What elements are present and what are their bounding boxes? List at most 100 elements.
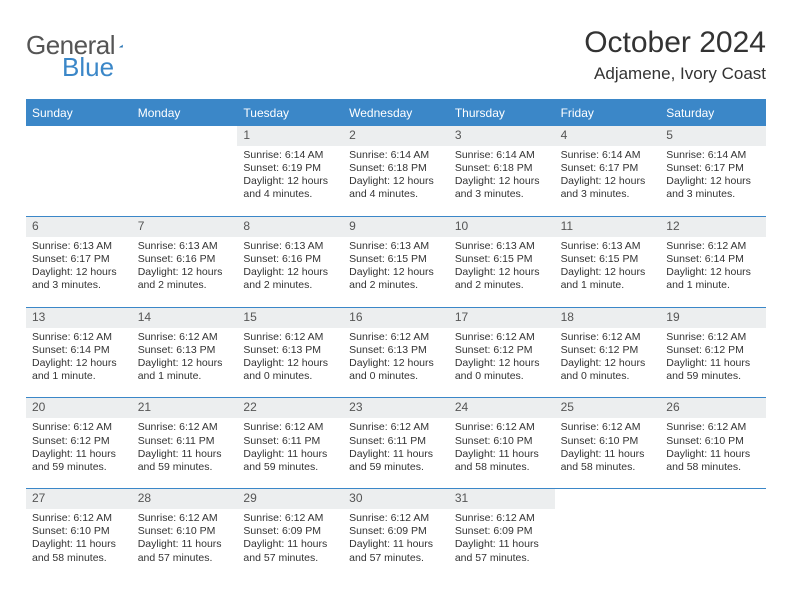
day-number: 16 [343,308,449,328]
weekday-header: Friday [555,101,661,125]
sunrise-text: Sunrise: 6:12 AM [455,512,549,525]
weekday-header: Monday [132,101,238,125]
sunrise-text: Sunrise: 6:12 AM [138,421,232,434]
weekday-header: Thursday [449,101,555,125]
sunset-text: Sunset: 6:12 PM [32,435,126,448]
sunrise-text: Sunrise: 6:12 AM [455,421,549,434]
day-body: Sunrise: 6:13 AMSunset: 6:15 PMDaylight:… [449,237,555,296]
calendar-cell: 19Sunrise: 6:12 AMSunset: 6:12 PMDayligh… [660,307,766,398]
calendar-cell: 29Sunrise: 6:12 AMSunset: 6:09 PMDayligh… [237,488,343,579]
day-number: 17 [449,308,555,328]
sunset-text: Sunset: 6:09 PM [455,525,549,538]
day-number: 11 [555,217,661,237]
calendar-cell: 26Sunrise: 6:12 AMSunset: 6:10 PMDayligh… [660,397,766,488]
sunrise-text: Sunrise: 6:14 AM [455,149,549,162]
day-number: 7 [132,217,238,237]
sunrise-text: Sunrise: 6:12 AM [349,512,443,525]
daylight-text: Daylight: 12 hours and 2 minutes. [138,266,232,292]
calendar-cell: 11Sunrise: 6:13 AMSunset: 6:15 PMDayligh… [555,216,661,307]
sunrise-text: Sunrise: 6:14 AM [666,149,760,162]
calendar-cell: 31Sunrise: 6:12 AMSunset: 6:09 PMDayligh… [449,488,555,579]
day-number: 24 [449,398,555,418]
day-number: 10 [449,217,555,237]
daylight-text: Daylight: 11 hours and 59 minutes. [138,448,232,474]
calendar-cell: 15Sunrise: 6:12 AMSunset: 6:13 PMDayligh… [237,307,343,398]
sunset-text: Sunset: 6:16 PM [138,253,232,266]
daylight-text: Daylight: 11 hours and 58 minutes. [561,448,655,474]
sunset-text: Sunset: 6:11 PM [243,435,337,448]
logo-triangle-icon [119,36,124,56]
sunset-text: Sunset: 6:09 PM [243,525,337,538]
day-body: Sunrise: 6:13 AMSunset: 6:15 PMDaylight:… [555,237,661,296]
day-number: 19 [660,308,766,328]
daylight-text: Daylight: 12 hours and 2 minutes. [455,266,549,292]
calendar-grid: SundayMondayTuesdayWednesdayThursdayFrid… [26,99,766,579]
calendar-cell: 28Sunrise: 6:12 AMSunset: 6:10 PMDayligh… [132,488,238,579]
day-body: Sunrise: 6:12 AMSunset: 6:13 PMDaylight:… [237,328,343,387]
daylight-text: Daylight: 12 hours and 4 minutes. [243,175,337,201]
sunset-text: Sunset: 6:10 PM [32,525,126,538]
sunset-text: Sunset: 6:16 PM [243,253,337,266]
daylight-text: Daylight: 12 hours and 2 minutes. [349,266,443,292]
title-block: October 2024 Adjamene, Ivory Coast [584,26,766,84]
daylight-text: Daylight: 12 hours and 0 minutes. [561,357,655,383]
sunrise-text: Sunrise: 6:12 AM [561,421,655,434]
sunset-text: Sunset: 6:17 PM [561,162,655,175]
calendar-cell: 8Sunrise: 6:13 AMSunset: 6:16 PMDaylight… [237,216,343,307]
sunrise-text: Sunrise: 6:12 AM [243,331,337,344]
day-number: 6 [26,217,132,237]
day-number: 3 [449,126,555,146]
daylight-text: Daylight: 12 hours and 0 minutes. [349,357,443,383]
daylight-text: Daylight: 11 hours and 57 minutes. [455,538,549,564]
sunset-text: Sunset: 6:19 PM [243,162,337,175]
weekday-header: Tuesday [237,101,343,125]
sunset-text: Sunset: 6:14 PM [32,344,126,357]
calendar-cell: 5Sunrise: 6:14 AMSunset: 6:17 PMDaylight… [660,125,766,216]
calendar-cell: 25Sunrise: 6:12 AMSunset: 6:10 PMDayligh… [555,397,661,488]
sunrise-text: Sunrise: 6:12 AM [32,331,126,344]
day-body: Sunrise: 6:13 AMSunset: 6:17 PMDaylight:… [26,237,132,296]
day-number: 2 [343,126,449,146]
sunset-text: Sunset: 6:14 PM [666,253,760,266]
calendar-cell: 27Sunrise: 6:12 AMSunset: 6:10 PMDayligh… [26,488,132,579]
daylight-text: Daylight: 12 hours and 3 minutes. [561,175,655,201]
calendar-cell: 1Sunrise: 6:14 AMSunset: 6:19 PMDaylight… [237,125,343,216]
sunrise-text: Sunrise: 6:12 AM [32,421,126,434]
day-number: 5 [660,126,766,146]
daylight-text: Daylight: 12 hours and 3 minutes. [32,266,126,292]
day-number: 12 [660,217,766,237]
day-body: Sunrise: 6:12 AMSunset: 6:11 PMDaylight:… [132,418,238,477]
weekday-header: Sunday [26,101,132,125]
day-body: Sunrise: 6:12 AMSunset: 6:10 PMDaylight:… [26,509,132,568]
daylight-text: Daylight: 11 hours and 57 minutes. [243,538,337,564]
calendar-cell: 24Sunrise: 6:12 AMSunset: 6:10 PMDayligh… [449,397,555,488]
day-body: Sunrise: 6:12 AMSunset: 6:12 PMDaylight:… [555,328,661,387]
daylight-text: Daylight: 12 hours and 3 minutes. [666,175,760,201]
day-body: Sunrise: 6:12 AMSunset: 6:14 PMDaylight:… [26,328,132,387]
weekday-header: Wednesday [343,101,449,125]
daylight-text: Daylight: 12 hours and 0 minutes. [243,357,337,383]
daylight-text: Daylight: 12 hours and 0 minutes. [455,357,549,383]
sunset-text: Sunset: 6:13 PM [349,344,443,357]
sunrise-text: Sunrise: 6:12 AM [243,512,337,525]
calendar-cell: 30Sunrise: 6:12 AMSunset: 6:09 PMDayligh… [343,488,449,579]
daylight-text: Daylight: 12 hours and 1 minute. [561,266,655,292]
daylight-text: Daylight: 12 hours and 2 minutes. [243,266,337,292]
day-body: Sunrise: 6:13 AMSunset: 6:15 PMDaylight:… [343,237,449,296]
day-number: 4 [555,126,661,146]
sunrise-text: Sunrise: 6:12 AM [666,421,760,434]
sunset-text: Sunset: 6:10 PM [666,435,760,448]
day-number: 13 [26,308,132,328]
brand-text-2: Blue [62,52,114,82]
sunrise-text: Sunrise: 6:12 AM [561,331,655,344]
calendar-cell-empty: 0 [26,125,132,216]
daylight-text: Daylight: 12 hours and 3 minutes. [455,175,549,201]
day-number: 23 [343,398,449,418]
sunrise-text: Sunrise: 6:12 AM [666,240,760,253]
day-number: 26 [660,398,766,418]
calendar-cell: 6Sunrise: 6:13 AMSunset: 6:17 PMDaylight… [26,216,132,307]
daylight-text: Daylight: 11 hours and 57 minutes. [349,538,443,564]
calendar-cell: 13Sunrise: 6:12 AMSunset: 6:14 PMDayligh… [26,307,132,398]
daylight-text: Daylight: 12 hours and 1 minute. [666,266,760,292]
day-body: Sunrise: 6:14 AMSunset: 6:18 PMDaylight:… [449,146,555,205]
